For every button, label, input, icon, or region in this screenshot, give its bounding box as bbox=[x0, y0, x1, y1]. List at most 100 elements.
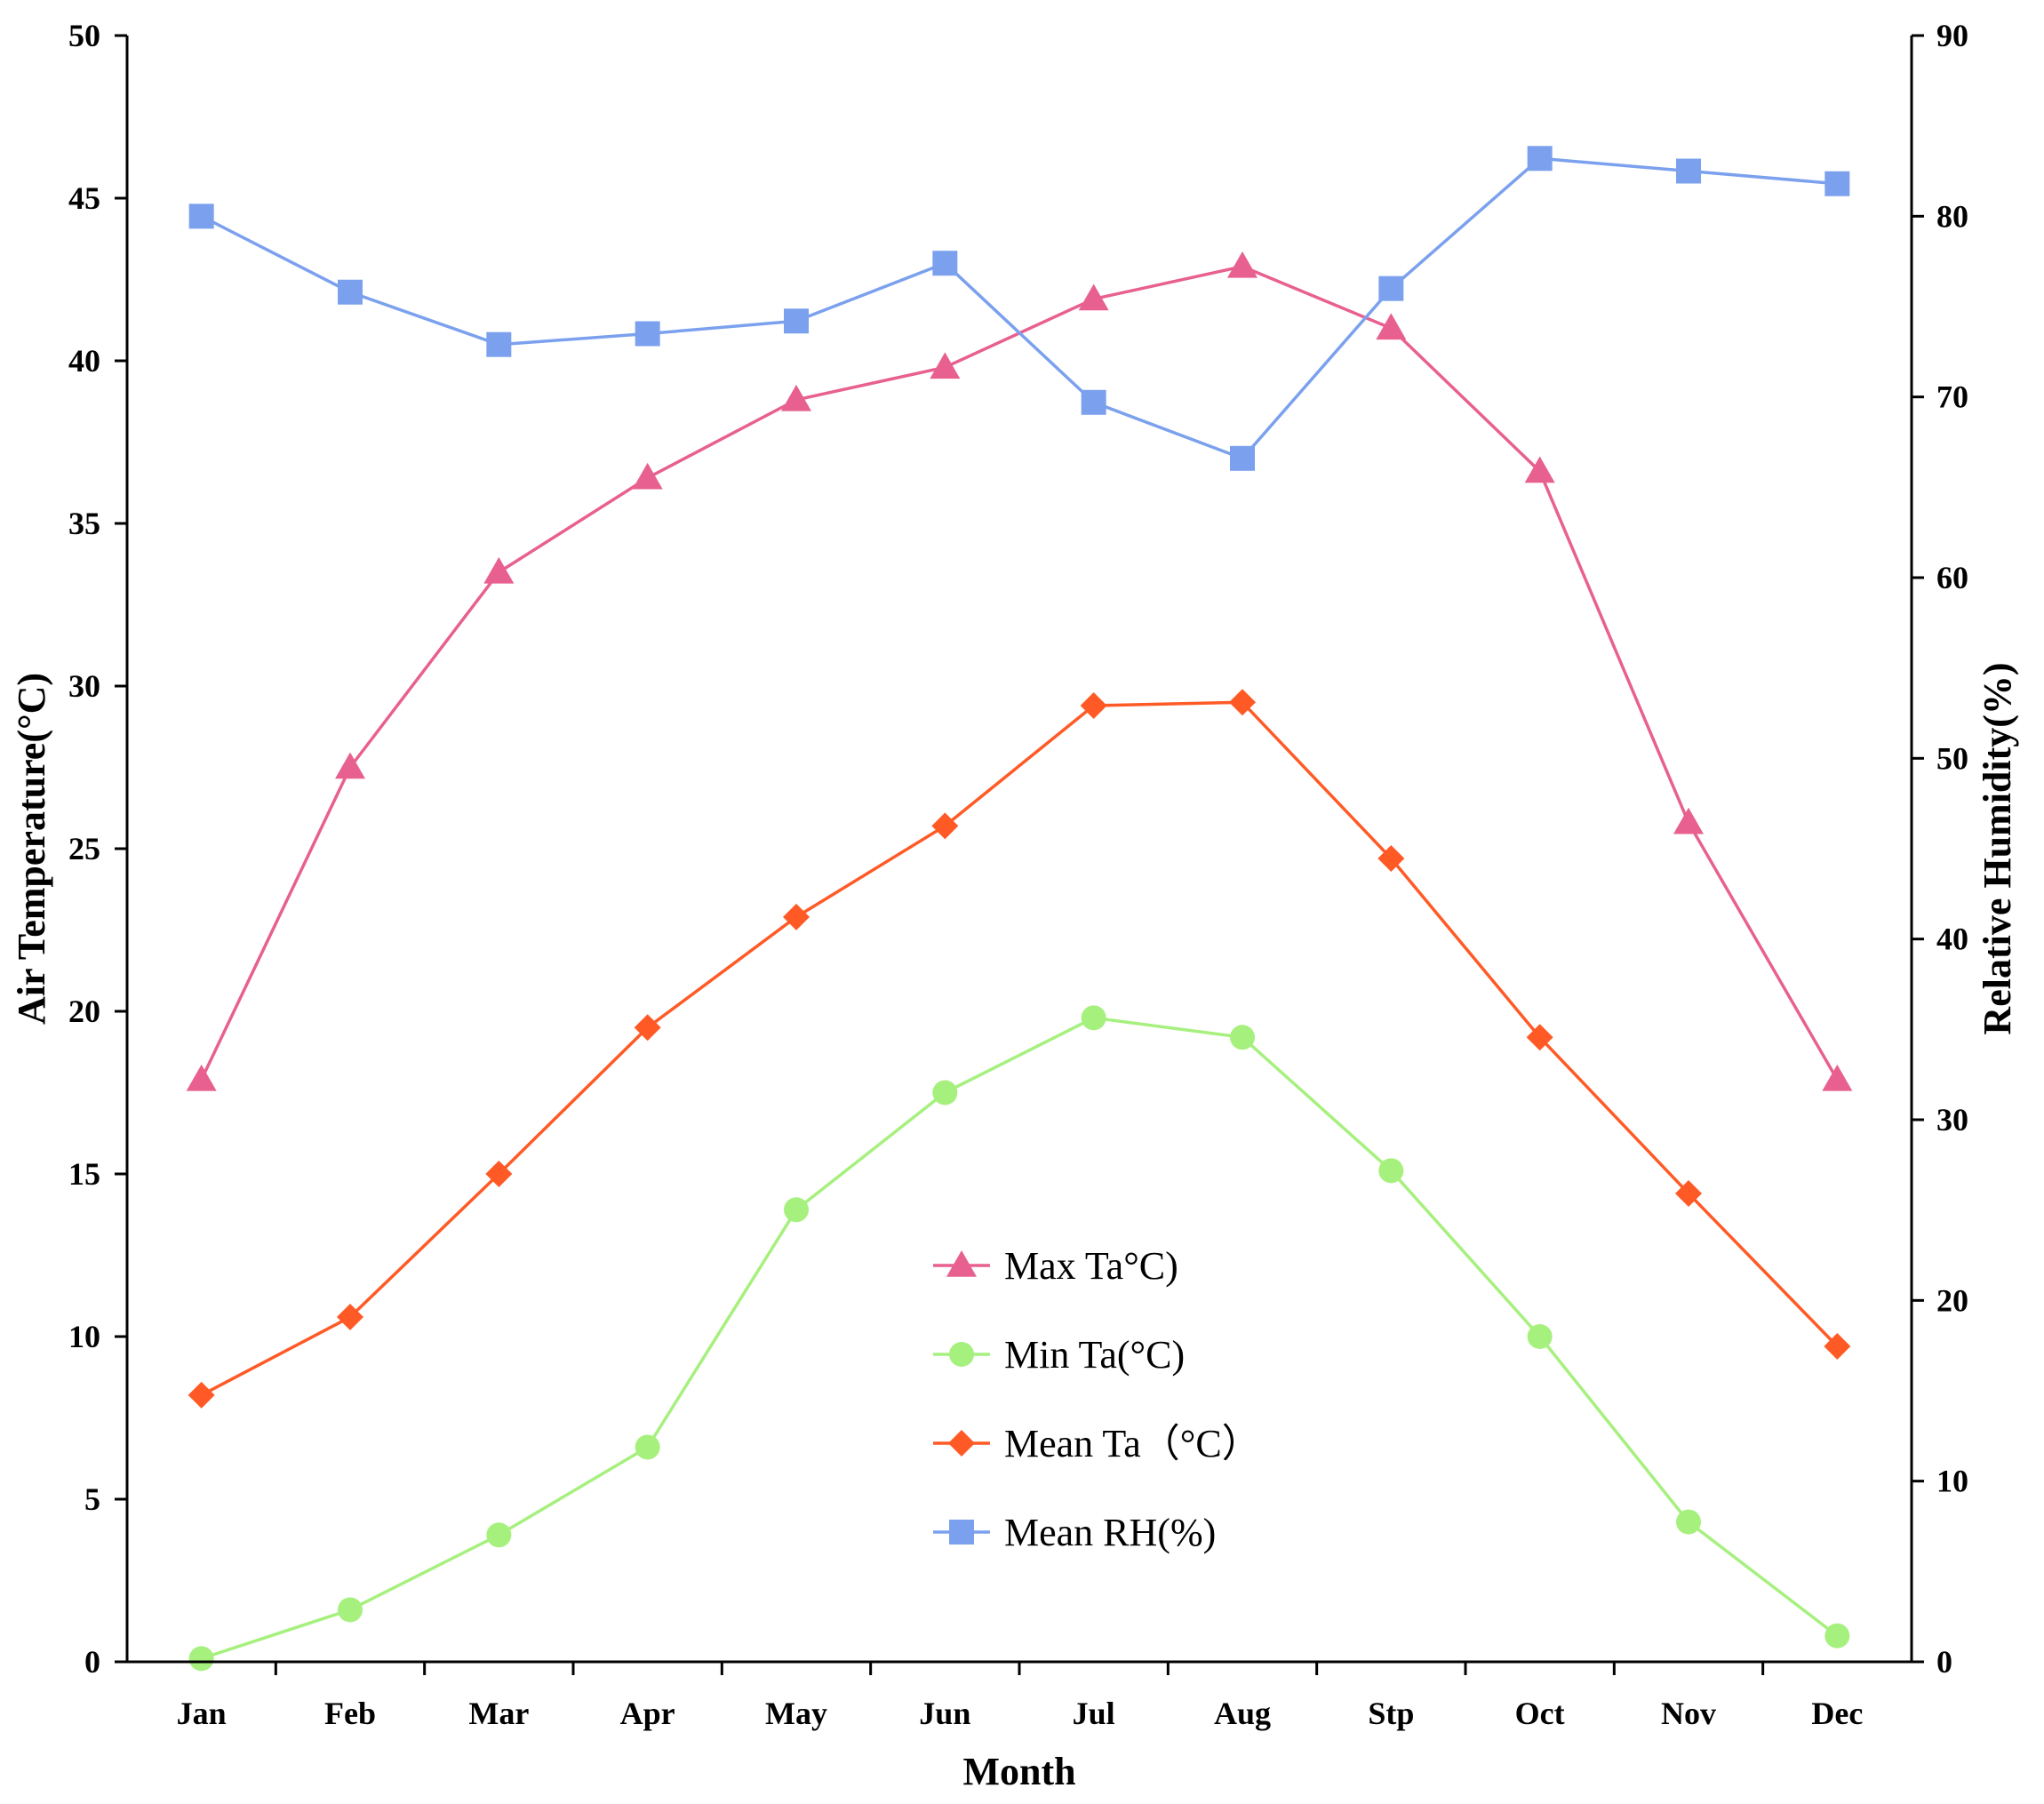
min-ta-point bbox=[635, 1434, 660, 1460]
y2-tick-label: 10 bbox=[1936, 1464, 1968, 1499]
mean-ta-point bbox=[931, 812, 959, 840]
mean-rh-line bbox=[200, 156, 1838, 460]
legend-max-ta-label: Max Ta°C) bbox=[1004, 1244, 1178, 1288]
y2-tick-label: 0 bbox=[1936, 1644, 1952, 1680]
y2-tick-label: 20 bbox=[1936, 1282, 1968, 1318]
min-ta-point bbox=[1230, 1025, 1255, 1050]
y-tick-label: 5 bbox=[84, 1481, 100, 1517]
x-tick-label: Apr bbox=[620, 1696, 675, 1731]
max-ta-point bbox=[1673, 807, 1704, 834]
axes bbox=[115, 34, 1924, 1675]
y2-tick-label: 70 bbox=[1936, 379, 1968, 415]
y2-tick-label: 50 bbox=[1936, 740, 1968, 776]
x-tick-label: Feb bbox=[324, 1696, 376, 1731]
max-ta-point bbox=[1078, 283, 1109, 311]
x-tick-label: Jul bbox=[1073, 1696, 1115, 1731]
mean-ta-point bbox=[188, 1381, 215, 1409]
x-tick-label: Dec bbox=[1811, 1696, 1863, 1731]
mean-rh-point bbox=[635, 321, 660, 347]
y-tick-label: 15 bbox=[68, 1156, 100, 1192]
x-tick-label: Jun bbox=[919, 1696, 970, 1731]
min-ta-point bbox=[932, 1080, 958, 1106]
min-ta-point bbox=[338, 1597, 363, 1623]
mean-rh-point bbox=[1824, 171, 1850, 196]
y2-axis-title: Relative Humidity(%) bbox=[1976, 662, 2019, 1034]
legend-mean-rh-label: Mean RH(%) bbox=[1004, 1511, 1216, 1554]
mean-rh-point bbox=[784, 308, 809, 334]
max-ta-point bbox=[632, 462, 663, 490]
legend-min-ta-marker bbox=[949, 1342, 974, 1367]
y-axis-title: Air Temperature(°C) bbox=[10, 673, 53, 1025]
mean-ta-point bbox=[485, 1161, 513, 1187]
min-ta-point bbox=[1527, 1324, 1553, 1349]
mean-rh-point bbox=[486, 331, 512, 357]
mean-ta-point bbox=[1824, 1332, 1851, 1360]
mean-rh-point bbox=[932, 251, 958, 276]
mean-ta-point bbox=[337, 1304, 363, 1331]
legend-mean-rh-marker bbox=[949, 1520, 974, 1545]
x-tick-label: Aug bbox=[1214, 1696, 1271, 1731]
y2-tick-label: 30 bbox=[1936, 1102, 1968, 1137]
mean-rh-point bbox=[338, 279, 363, 305]
x-tick-label: Jan bbox=[177, 1696, 227, 1731]
y-tick-label: 10 bbox=[68, 1319, 100, 1354]
x-tick-label: Oct bbox=[1515, 1696, 1565, 1731]
legend-mean-ta-label: Mean Ta（°C） bbox=[1004, 1422, 1261, 1465]
x-axis-title: Month bbox=[962, 1750, 1075, 1793]
mean-rh-point bbox=[1527, 146, 1553, 172]
y-tick-label: 45 bbox=[68, 180, 100, 216]
y-tick-label: 40 bbox=[68, 343, 100, 379]
x-tick-label: Nov bbox=[1661, 1696, 1716, 1731]
mean-rh-point bbox=[1676, 158, 1701, 184]
max-ta-point bbox=[335, 752, 365, 779]
min-ta-point bbox=[188, 1646, 214, 1672]
legend-max-ta-marker bbox=[946, 1250, 977, 1277]
y2-tick-label: 40 bbox=[1936, 922, 1968, 957]
min-ta-point bbox=[1676, 1509, 1701, 1535]
y-tick-label: 30 bbox=[68, 668, 100, 704]
x-tick-label: Stp bbox=[1368, 1696, 1414, 1731]
min-ta-point bbox=[486, 1522, 512, 1548]
legend-min-ta-label: Min Ta(°C) bbox=[1004, 1333, 1185, 1377]
mean-rh-point bbox=[1378, 275, 1404, 301]
y-tick-label: 20 bbox=[68, 994, 100, 1029]
y-tick-label: 35 bbox=[68, 506, 100, 541]
y-tick-label: 0 bbox=[84, 1644, 100, 1680]
mean-rh-point bbox=[1230, 445, 1255, 471]
max-ta-point bbox=[930, 352, 961, 379]
min-ta-point bbox=[1081, 1005, 1106, 1031]
y2-tick-label: 60 bbox=[1936, 560, 1968, 595]
mean-ta-point bbox=[1377, 844, 1405, 872]
y2-tick-label: 80 bbox=[1936, 198, 1968, 234]
x-tick-label: Mar bbox=[468, 1696, 529, 1731]
min-ta-point bbox=[1824, 1623, 1850, 1648]
series-lines bbox=[200, 156, 1839, 1661]
max-ta-point bbox=[1822, 1064, 1853, 1091]
mean-ta-point bbox=[783, 903, 810, 930]
max-ta-point bbox=[483, 556, 515, 584]
mean-rh-point bbox=[188, 204, 214, 229]
min-ta-line bbox=[201, 1016, 1839, 1661]
mean-ta-point bbox=[1675, 1179, 1702, 1207]
mean-ta-point bbox=[1080, 691, 1107, 719]
x-tick-label: May bbox=[765, 1696, 827, 1731]
legend: Max Ta°C) Min Ta(°C) Mean Ta（°C） Mean RH(%) bbox=[933, 1244, 1261, 1554]
max-ta-point bbox=[781, 384, 811, 411]
min-ta-point bbox=[1378, 1158, 1404, 1184]
mean-ta-point bbox=[1229, 689, 1256, 716]
series-markers bbox=[186, 146, 1853, 1672]
tick-labels: 0 5 10 15 20 25 30 35 40 45 50 0 10 20 30 40 50 60 70 80 90 J… bbox=[68, 18, 1968, 1731]
max-ta-point bbox=[186, 1064, 217, 1091]
mean-rh-point bbox=[1081, 389, 1106, 415]
max-ta-point bbox=[1227, 251, 1258, 278]
mean-ta-line bbox=[200, 700, 1839, 1397]
mean-ta-point bbox=[1526, 1024, 1553, 1051]
y-tick-label: 25 bbox=[68, 831, 100, 866]
legend-mean-ta-marker bbox=[948, 1430, 975, 1457]
y2-tick-label: 90 bbox=[1936, 18, 1968, 53]
mean-ta-point bbox=[634, 1014, 661, 1042]
max-ta-point bbox=[1524, 456, 1555, 483]
min-ta-point bbox=[784, 1197, 809, 1223]
